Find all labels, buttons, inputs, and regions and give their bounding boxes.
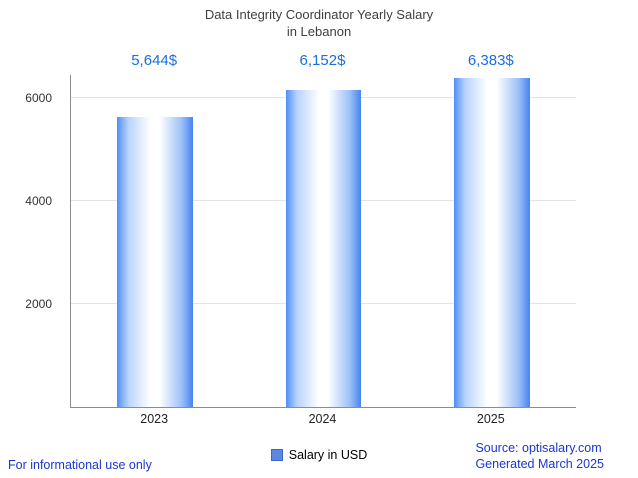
bar-2023 bbox=[117, 116, 194, 407]
legend-label: Salary in USD bbox=[288, 448, 368, 462]
bar-value-label-2023: 5,644$ bbox=[131, 52, 178, 69]
y-tick-label-2000: 2000 bbox=[25, 297, 52, 312]
bar-slot-2023 bbox=[71, 75, 239, 407]
chart-title-line1: Data Integrity Coordinator Yearly Salary bbox=[204, 7, 434, 22]
chart-title-line2: in Lebanon bbox=[286, 24, 352, 39]
y-axis: 2000 4000 6000 bbox=[0, 75, 62, 407]
legend-swatch-icon bbox=[270, 449, 283, 461]
x-tick-label-2024: 2024 bbox=[308, 412, 337, 426]
x-tick-label-2025: 2025 bbox=[476, 412, 505, 426]
source-link[interactable]: Source: optisalary.com bbox=[475, 441, 602, 455]
y-tick-label-6000: 6000 bbox=[25, 91, 52, 106]
bar-slot-2025 bbox=[408, 75, 576, 407]
bar-value-label-2024: 6,152$ bbox=[299, 52, 346, 69]
disclaimer-text: For informational use only bbox=[8, 458, 152, 472]
x-tick-label-2023: 2023 bbox=[140, 412, 169, 426]
bar-value-label-2025: 6,383$ bbox=[467, 52, 514, 69]
chart-title: Data Integrity Coordinator Yearly Salary… bbox=[0, 6, 638, 40]
bar-2024 bbox=[285, 90, 362, 407]
x-axis-label-row: 2023 2024 2025 bbox=[70, 412, 575, 426]
bar-slot-2024 bbox=[239, 75, 407, 407]
y-tick-label-4000: 4000 bbox=[25, 194, 52, 209]
legend: Salary in USD bbox=[0, 448, 638, 462]
plot-area bbox=[70, 75, 576, 408]
bar-2025 bbox=[453, 78, 530, 407]
value-label-row: 5,644$ 6,152$ 6,383$ bbox=[70, 52, 575, 69]
source-info: Source: optisalary.com Generated March 2… bbox=[475, 440, 604, 472]
generated-date: Generated March 2025 bbox=[475, 457, 604, 471]
